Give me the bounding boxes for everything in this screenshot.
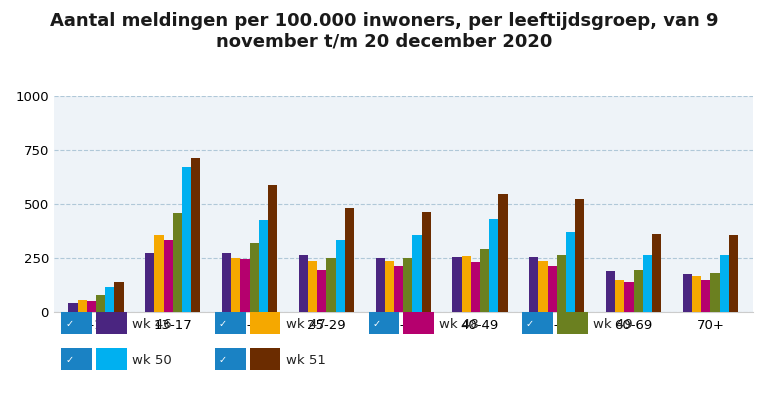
Bar: [412, 235, 422, 312]
Bar: [259, 220, 268, 312]
Text: wk 46: wk 46: [132, 318, 172, 331]
Bar: [68, 303, 78, 312]
Bar: [624, 282, 634, 312]
Bar: [173, 213, 182, 312]
Text: wk 48: wk 48: [439, 318, 479, 331]
Bar: [182, 167, 191, 312]
Bar: [566, 232, 575, 312]
Text: wk 47: wk 47: [286, 318, 326, 331]
Bar: [345, 208, 354, 312]
Text: wk 49: wk 49: [593, 318, 633, 331]
Bar: [710, 273, 720, 312]
Bar: [452, 257, 462, 312]
Bar: [105, 287, 114, 312]
Bar: [394, 266, 403, 312]
Bar: [575, 198, 584, 312]
Bar: [692, 276, 701, 312]
Text: wk 50: wk 50: [132, 354, 172, 367]
Bar: [308, 261, 317, 312]
Bar: [471, 262, 480, 312]
Text: wk 51: wk 51: [286, 354, 326, 367]
Bar: [326, 258, 336, 312]
Text: ✓: ✓: [219, 356, 227, 366]
Bar: [615, 280, 624, 312]
Bar: [403, 258, 412, 312]
Bar: [729, 235, 738, 312]
Text: ✓: ✓: [65, 320, 73, 330]
Bar: [652, 234, 661, 312]
Bar: [489, 219, 498, 312]
Text: ✓: ✓: [372, 320, 380, 330]
Text: ✓: ✓: [526, 320, 534, 330]
Bar: [268, 184, 277, 312]
Bar: [720, 255, 729, 312]
Bar: [529, 257, 538, 312]
Bar: [240, 259, 250, 312]
Bar: [222, 253, 231, 312]
Text: ✓: ✓: [219, 320, 227, 330]
Bar: [145, 253, 154, 312]
Bar: [191, 158, 200, 312]
Bar: [498, 194, 508, 312]
Bar: [250, 243, 259, 312]
Bar: [462, 256, 471, 312]
Bar: [154, 235, 164, 312]
Bar: [96, 295, 105, 312]
Text: Aantal meldingen per 100.000 inwoners, per leeftijdsgroep, van 9
november t/m 20: Aantal meldingen per 100.000 inwoners, p…: [50, 12, 718, 51]
Bar: [643, 255, 652, 312]
Bar: [164, 240, 173, 312]
Bar: [385, 261, 394, 312]
Bar: [422, 212, 431, 312]
Text: ✓: ✓: [65, 356, 73, 366]
Bar: [634, 270, 643, 312]
Bar: [606, 271, 615, 312]
Bar: [299, 255, 308, 312]
Bar: [480, 249, 489, 312]
Bar: [538, 261, 548, 312]
Bar: [78, 300, 87, 312]
Bar: [548, 266, 557, 312]
Bar: [376, 258, 385, 312]
Bar: [701, 280, 710, 312]
Bar: [336, 240, 345, 312]
Bar: [557, 255, 566, 312]
Bar: [683, 274, 692, 312]
Bar: [114, 282, 124, 312]
Bar: [317, 270, 326, 312]
Bar: [87, 301, 96, 312]
Bar: [231, 258, 240, 312]
